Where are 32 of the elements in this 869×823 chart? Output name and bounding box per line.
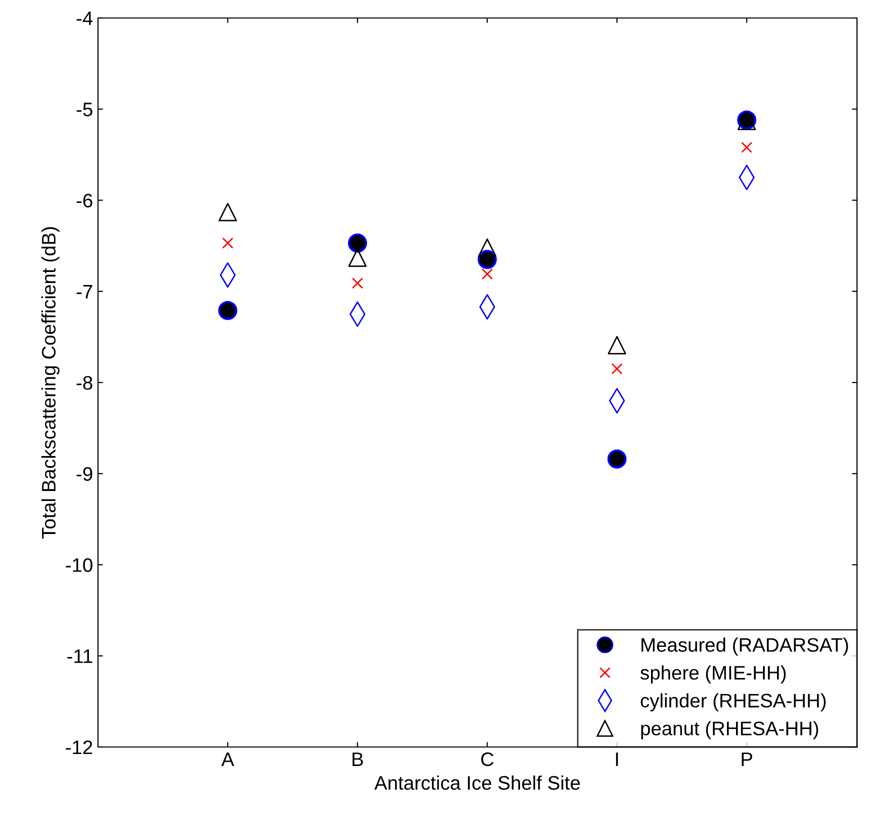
point	[348, 248, 367, 267]
legend-label: peanut (RHESA-HH)	[641, 721, 818, 740]
legend-label: cylinder (RHESA-HH)	[640, 693, 826, 712]
y-tick-label: -12	[66, 740, 92, 754]
y-axis-title: Total Backscattering Coefficient (dB)	[41, 227, 60, 539]
legend-label: sphere (MIE-HH)	[640, 665, 786, 684]
x-tick-label: P	[742, 752, 752, 766]
point	[478, 238, 496, 257]
point	[741, 142, 752, 154]
y-tick-label: -9	[76, 467, 92, 481]
point	[611, 363, 623, 374]
point	[218, 300, 238, 320]
point	[482, 268, 493, 280]
legend-label: Measured (RADARSAT)	[642, 638, 848, 656]
x-tick-label: B	[352, 752, 363, 766]
point	[218, 202, 237, 222]
y-tick-label: -5	[76, 102, 92, 116]
x-tick-label: I	[616, 752, 618, 766]
y-tick-label: -10	[66, 558, 92, 572]
x-tick-label: A	[221, 752, 234, 766]
y-tick-label: -8	[76, 376, 92, 390]
x-axis-title: Antarctica Ice Shelf Site	[374, 776, 580, 790]
point	[352, 278, 364, 289]
y-tick-label: -7	[76, 285, 92, 298]
y-tick-label: -11	[67, 650, 92, 663]
point	[607, 449, 627, 469]
x-tick-label: C	[481, 752, 494, 766]
y-tick-label: -6	[76, 194, 92, 208]
point	[608, 336, 626, 354]
y-tick-label: -4	[76, 12, 93, 26]
point	[222, 237, 234, 249]
point	[348, 234, 368, 253]
